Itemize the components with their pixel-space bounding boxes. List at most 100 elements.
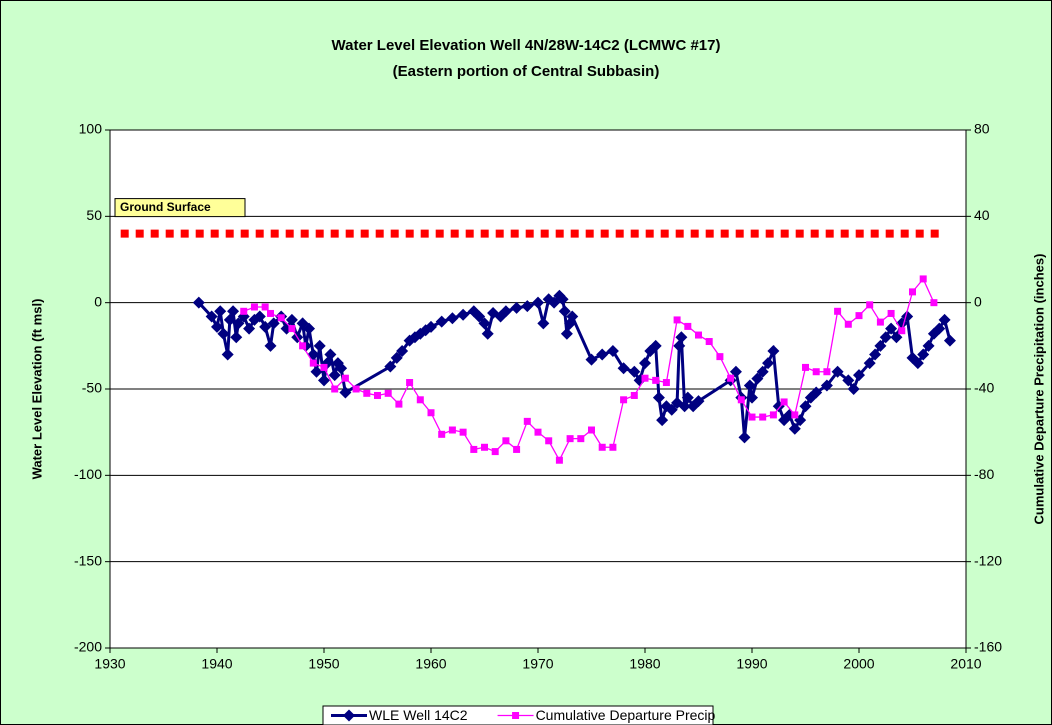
- data-point: [267, 309, 274, 317]
- data-point: [743, 379, 756, 392]
- data-point: [555, 456, 563, 464]
- data-point: [566, 310, 579, 323]
- data-point: [384, 360, 397, 373]
- data-point: [609, 443, 617, 451]
- data-point: [264, 339, 277, 352]
- data-point: [313, 339, 326, 352]
- data-point: [831, 365, 844, 378]
- plot-border: [109, 129, 967, 649]
- annotation-label: Ground Surface: [120, 200, 211, 214]
- data-point: [887, 309, 895, 317]
- data-point: [473, 310, 486, 323]
- data-point: [299, 342, 307, 350]
- y2-tick-label: 0: [974, 293, 982, 309]
- data-point: [681, 391, 694, 404]
- data-point: [684, 322, 692, 330]
- data-point: [746, 391, 758, 404]
- data-point: [217, 327, 230, 340]
- data-point: [673, 339, 686, 352]
- y-tick-label: -50: [82, 380, 102, 396]
- data-point: [427, 409, 435, 417]
- data-point: [863, 357, 876, 370]
- data-point: [585, 353, 598, 366]
- data-point: [780, 398, 788, 406]
- x-tick-label: 1960: [415, 656, 446, 672]
- data-point: [309, 359, 317, 367]
- data-point: [588, 426, 595, 434]
- data-point: [853, 369, 865, 382]
- data-point: [211, 320, 223, 333]
- data-point: [232, 317, 245, 330]
- data-point: [823, 368, 831, 376]
- data-point: [662, 379, 670, 387]
- data-point: [791, 411, 799, 419]
- data-point: [812, 368, 820, 376]
- legend-label: WLE Well 14C2: [369, 707, 468, 723]
- x-tick-label: 2000: [843, 656, 874, 672]
- data-point: [834, 307, 842, 315]
- data-point: [727, 374, 735, 382]
- data-point: [695, 331, 702, 339]
- data-point: [230, 331, 243, 344]
- data-point: [243, 322, 256, 335]
- data-point: [534, 428, 542, 436]
- data-point: [617, 362, 630, 375]
- data-point: [885, 322, 898, 335]
- data-point: [751, 372, 764, 385]
- data-point: [537, 317, 550, 330]
- data-point: [532, 296, 544, 309]
- legend-marker: [343, 709, 355, 722]
- data-point: [759, 413, 767, 421]
- data-point: [738, 431, 751, 444]
- data-point: [303, 322, 316, 335]
- data-point: [259, 320, 272, 333]
- data-point: [639, 357, 651, 370]
- data-point: [481, 327, 494, 340]
- data-point: [448, 426, 456, 434]
- data-point: [416, 396, 424, 404]
- data-point: [318, 374, 330, 387]
- data-point: [855, 312, 863, 320]
- data-point: [810, 386, 823, 399]
- data-point: [802, 363, 809, 371]
- data-point: [788, 422, 801, 435]
- legend-label: Cumulative Departure Precip: [536, 707, 716, 723]
- x-tick-label: 1990: [736, 656, 767, 672]
- data-point: [470, 445, 478, 453]
- data-point: [406, 379, 414, 387]
- data-point: [352, 385, 360, 393]
- data-point: [869, 348, 882, 361]
- data-point: [847, 383, 860, 395]
- data-point: [799, 400, 812, 413]
- data-point: [762, 357, 775, 370]
- data-point: [898, 327, 906, 335]
- data-point: [425, 320, 437, 333]
- data-point: [901, 310, 914, 323]
- data-point: [943, 334, 956, 347]
- data-point: [769, 411, 777, 419]
- data-point: [820, 379, 833, 392]
- data-point: [331, 385, 339, 393]
- data-point: [673, 316, 681, 324]
- y2-tick-label: -160: [974, 639, 1002, 655]
- data-point: [692, 395, 705, 408]
- data-point: [459, 428, 467, 436]
- data-point: [253, 310, 266, 323]
- data-point: [879, 331, 892, 344]
- data-point: [435, 315, 448, 328]
- data-point: [866, 301, 874, 309]
- data-point: [261, 303, 269, 311]
- data-point: [665, 403, 678, 416]
- data-point: [341, 374, 349, 382]
- y2-tick-label: -80: [974, 466, 994, 482]
- data-point: [556, 293, 569, 306]
- data-point: [652, 376, 660, 384]
- data-point: [641, 374, 649, 382]
- data-point: [560, 327, 573, 340]
- data-point: [523, 417, 531, 425]
- data-point: [288, 325, 296, 333]
- data-point: [656, 414, 669, 427]
- data-point: [285, 313, 298, 326]
- data-point: [248, 313, 261, 326]
